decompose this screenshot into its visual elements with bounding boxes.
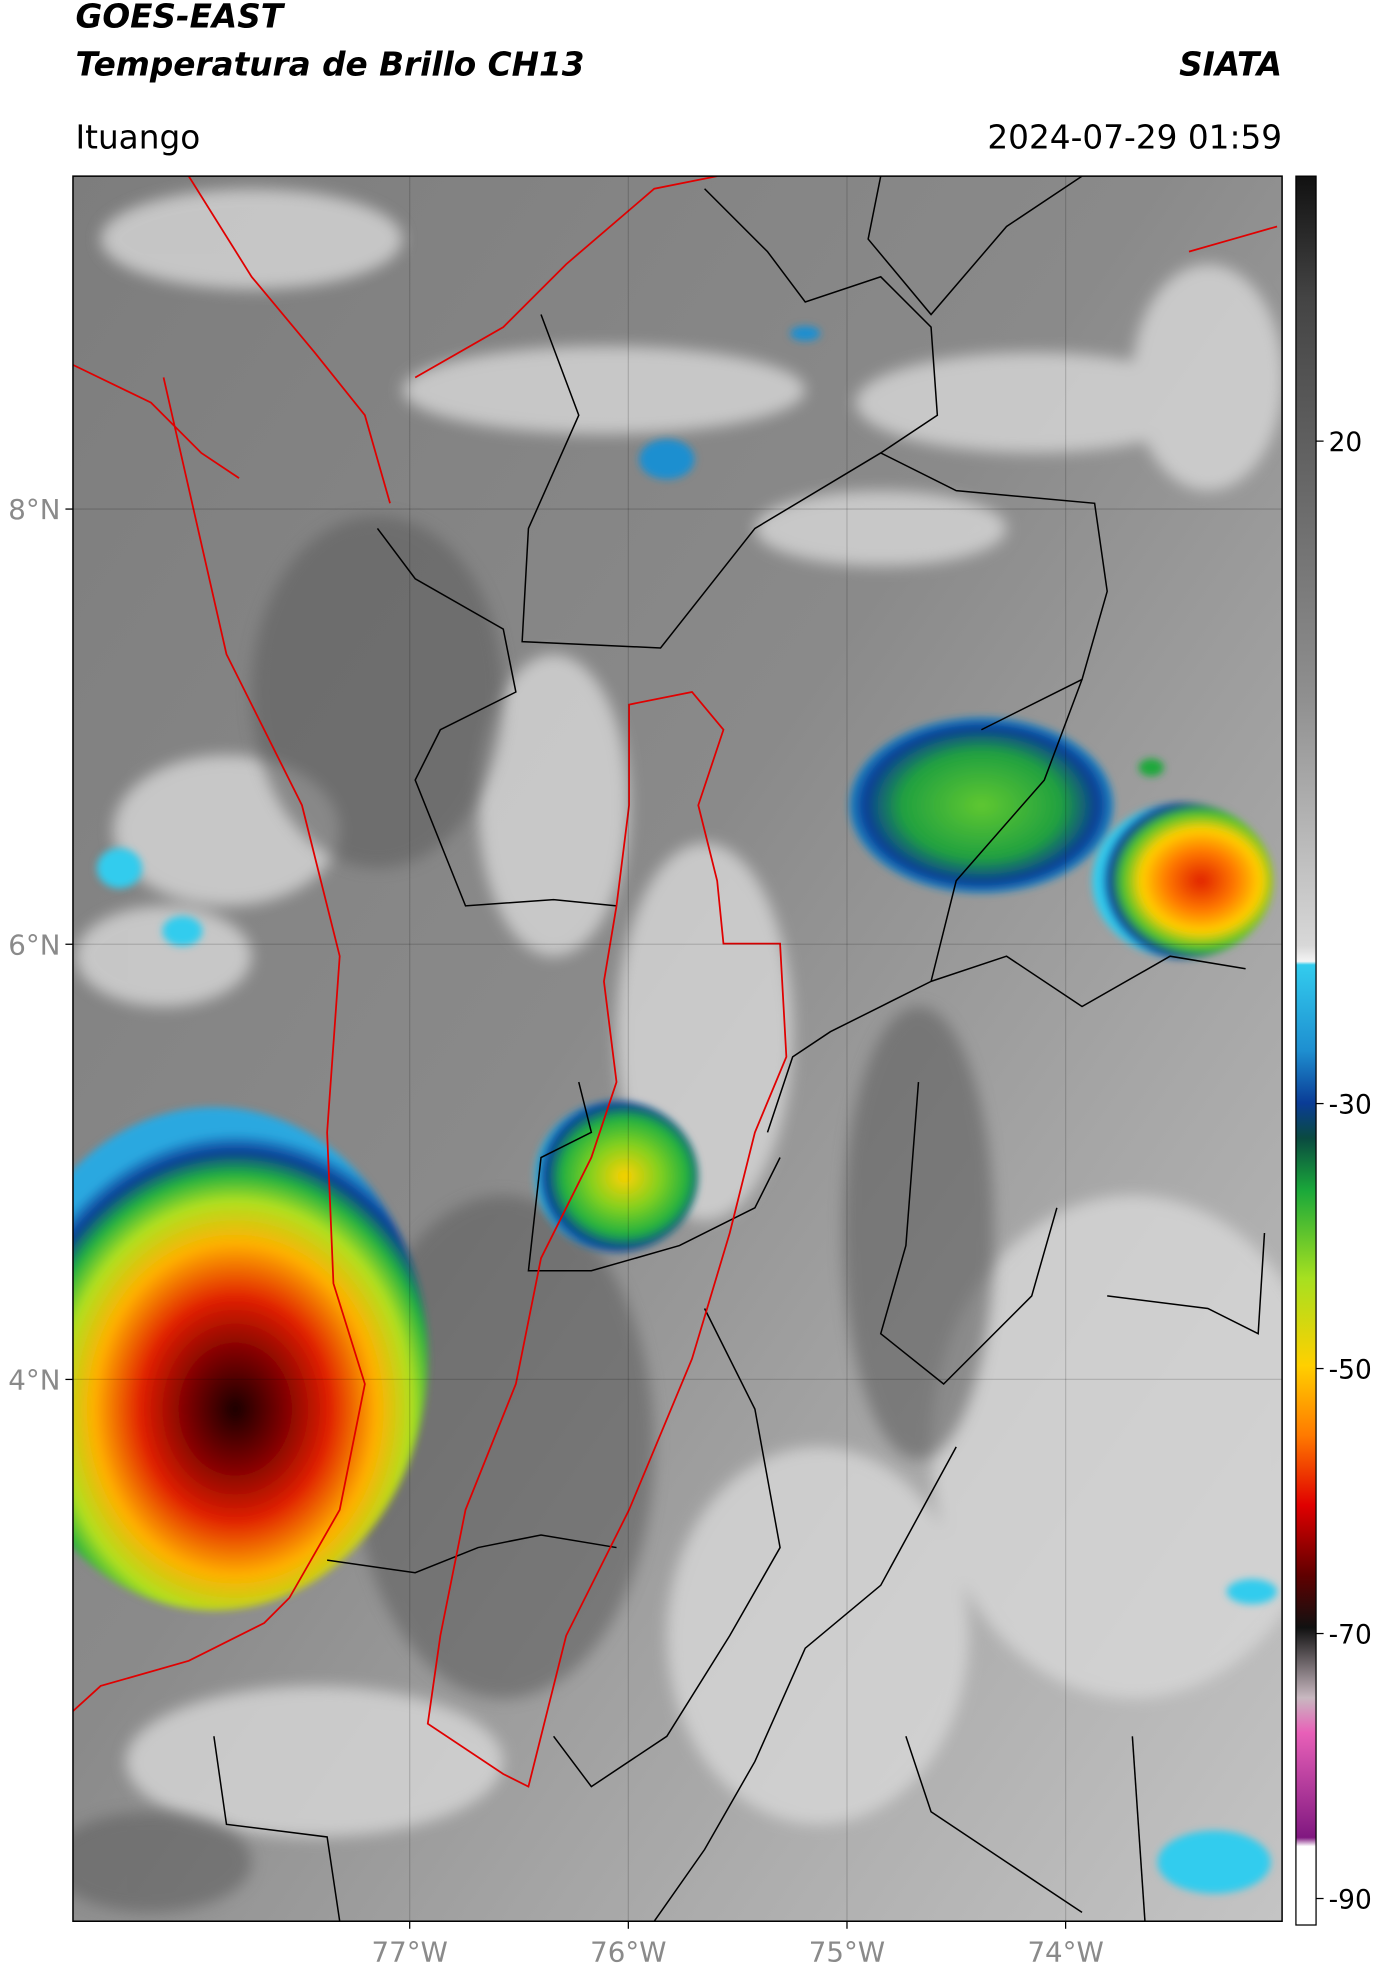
lon-tick-label: 74°W <box>1027 1935 1103 1968</box>
lon-tick-label: 76°W <box>590 1935 666 1968</box>
satellite-image <box>72 176 1283 1922</box>
location: Ituango <box>75 118 200 156</box>
lon-tick-label: 75°W <box>809 1935 885 1968</box>
colorbar <box>1295 175 1317 1926</box>
title: GOES-EAST <box>75 0 285 36</box>
lat-tick-label: 4°N <box>8 1363 60 1396</box>
colorbar-tick-label: -70 <box>1329 1620 1372 1651</box>
colorbar-tick-label: -50 <box>1329 1355 1372 1386</box>
colorbar-tick-label: 20 <box>1329 427 1363 458</box>
timestamp: 2024-07-29 01:59 <box>987 118 1282 156</box>
colorbar-tick-label: -90 <box>1329 1885 1372 1916</box>
lon-tick-label: 77°W <box>372 1935 448 1968</box>
admin-borders <box>213 176 1266 1922</box>
convective-cells <box>72 325 1278 1894</box>
map-frame <box>72 175 1283 1922</box>
lat-tick-label: 6°N <box>8 928 60 961</box>
colorbar-ticks: 20 -30 -50 -70 -90 <box>1316 427 1372 1916</box>
colorbar-tick-label: -30 <box>1329 1090 1372 1121</box>
agency: SIATA <box>1179 45 1282 83</box>
national-borders <box>72 176 1278 1788</box>
lat-tick-label: 8°N <box>8 493 60 526</box>
subtitle: Temperatura de Brillo CH13 <box>75 45 584 83</box>
graticule: 8°N 6°N 4°N 77°W 76°W 75°W 74°W <box>8 176 1283 1968</box>
clear-sky <box>72 515 994 1913</box>
